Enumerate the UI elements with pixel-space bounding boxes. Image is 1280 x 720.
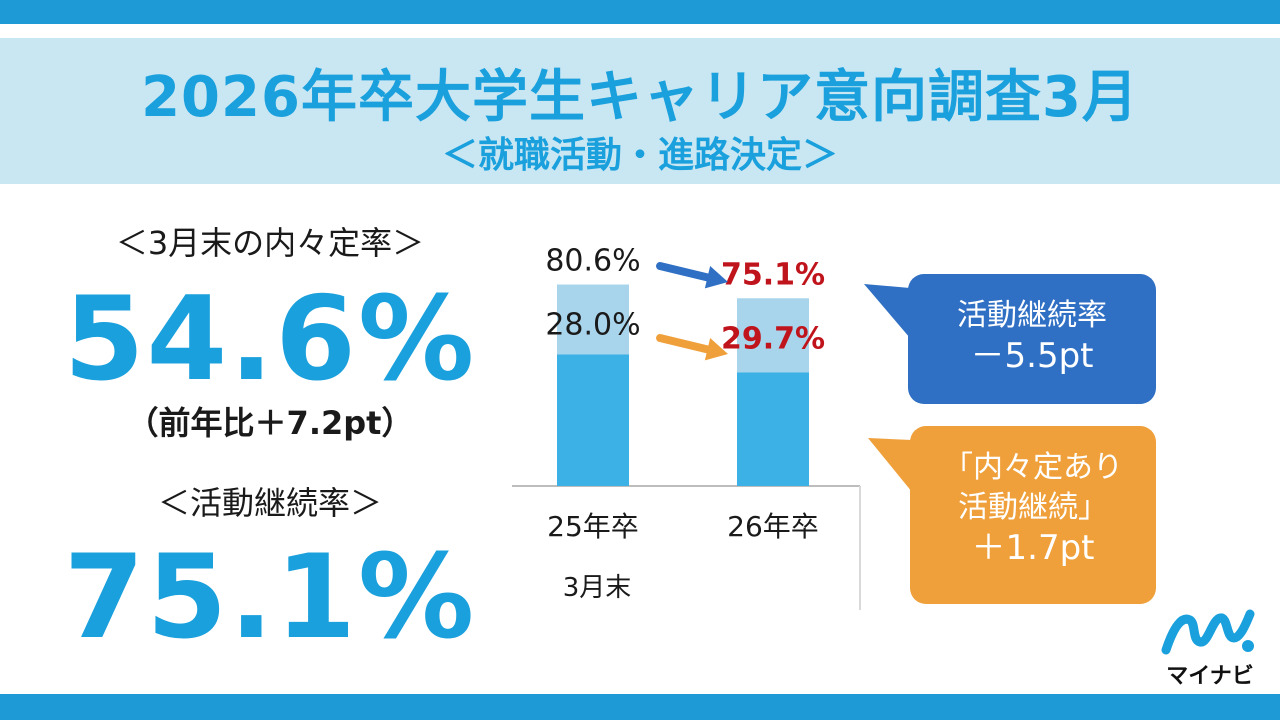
- header-banner: 2026年卒大学生キャリア意向調査3月 ＜就職活動・進路決定＞: [0, 38, 1280, 184]
- top-accent-bar: [0, 0, 1280, 24]
- total-change-arrow-head: [704, 265, 728, 289]
- orange-callout-tail: [868, 438, 912, 492]
- inner-change-arrow-shaft: [656, 334, 718, 355]
- inner-change-arrow-head: [704, 337, 728, 361]
- bar-chart: 80.6% 28.0% 25年卒 75.1% 29.7% 26年卒 3月末: [512, 244, 861, 610]
- naitei-rate-value: 54.6%: [63, 272, 477, 407]
- katsudo-rate-value: 75.1%: [63, 530, 477, 665]
- total-value-label: 75.1%: [721, 257, 825, 292]
- page-subtitle: ＜就職活動・進路決定＞: [441, 135, 838, 176]
- callout-activity-rate-diff: －5.5pt: [970, 336, 1094, 376]
- category-tick-label: 25年卒: [547, 510, 639, 543]
- mynavi-logo-text: マイナビ: [1166, 664, 1254, 689]
- inner-value-label: 29.7%: [721, 321, 825, 356]
- bar-lower-segment: [557, 354, 629, 486]
- bottom-accent-bar: [0, 694, 1280, 720]
- naitei-rate-label: ＜3月末の内々定率＞: [115, 224, 425, 262]
- bar-upper-segment: [557, 284, 629, 355]
- page-title: 2026年卒大学生キャリア意向調査3月: [141, 65, 1139, 130]
- callout-naitei-continue-line2: 活動継続」: [958, 490, 1108, 525]
- callout-naitei-continue-diff: ＋1.7pt: [971, 528, 1095, 568]
- bar-upper-segment: [737, 298, 809, 373]
- mynavi-logo: マイナビ: [1160, 606, 1260, 689]
- mynavi-logo-icon: [1161, 609, 1255, 655]
- katsudo-rate-label: ＜活動継続率＞: [157, 484, 382, 522]
- blue-callout-tail: [864, 284, 910, 338]
- inner-value-label: 28.0%: [545, 308, 640, 343]
- x-axis-label: 3月末: [563, 573, 632, 603]
- total-value-label: 80.6%: [545, 244, 640, 279]
- category-tick-label: 26年卒: [727, 510, 819, 543]
- callout-naitei-continue-line1: 「内々定あり: [943, 450, 1123, 485]
- naitei-rate-yoy: （前年比＋7.2pt）: [126, 404, 414, 442]
- bar-lower-segment: [737, 372, 809, 486]
- callout-naitei-continue: 「内々定あり 活動継続」 ＋1.7pt: [910, 426, 1156, 604]
- callout-activity-rate: 活動継続率 －5.5pt: [908, 274, 1156, 404]
- total-change-arrow-shaft: [656, 262, 718, 283]
- callout-activity-rate-label: 活動継続率: [957, 298, 1107, 333]
